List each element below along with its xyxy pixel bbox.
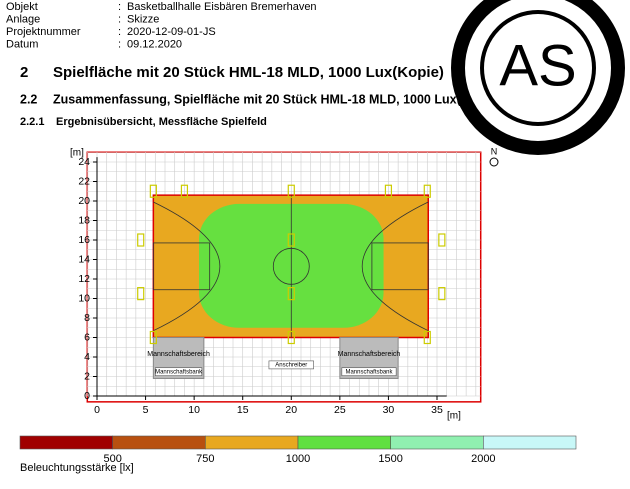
y-tick-label: 2 bbox=[84, 370, 90, 382]
heading-number: 2.2 bbox=[20, 92, 37, 106]
key bbox=[371, 242, 429, 291]
header-separator: : bbox=[118, 1, 121, 13]
logo: AS bbox=[451, 0, 625, 155]
luminaire bbox=[438, 233, 446, 247]
header-separator: : bbox=[118, 26, 121, 38]
legend-label: 750 bbox=[196, 453, 214, 465]
luminaire bbox=[137, 233, 145, 247]
header-value: Skizze bbox=[127, 13, 159, 25]
legend-swatch bbox=[483, 435, 577, 450]
x-tick-label: 20 bbox=[285, 404, 297, 416]
luminaire bbox=[287, 233, 295, 247]
x-unit: [m] bbox=[447, 411, 461, 422]
luminaire bbox=[137, 287, 145, 301]
legend-swatch bbox=[205, 435, 299, 450]
header: Objekt: Basketballhalle Eisbären Bremerha… bbox=[6, 1, 317, 51]
compass bbox=[489, 157, 499, 167]
x-tick-label: 0 bbox=[94, 404, 100, 416]
luminaire bbox=[438, 287, 446, 301]
luminaire bbox=[149, 184, 157, 198]
y-tick-label: 20 bbox=[78, 195, 90, 207]
arc bbox=[361, 201, 429, 332]
luminaire bbox=[287, 184, 295, 198]
heading: Ergebnisübersicht, Messfläche Spielfeld bbox=[56, 116, 267, 128]
legend-label: 2000 bbox=[471, 453, 495, 465]
x-tick-label: 15 bbox=[237, 404, 249, 416]
logo-inner bbox=[480, 10, 596, 126]
header-label: Anlage bbox=[6, 13, 40, 25]
y-tick-label: 10 bbox=[78, 292, 90, 304]
y-tick-label: 12 bbox=[78, 273, 90, 285]
x-tick-label: 5 bbox=[143, 404, 149, 416]
luminaire bbox=[423, 184, 431, 198]
luminaire bbox=[423, 330, 431, 345]
header-separator: : bbox=[118, 13, 121, 25]
bench bbox=[155, 367, 203, 377]
legend-swatch bbox=[297, 435, 391, 450]
legend: 500 750 1000 1500 2000 bbox=[19, 435, 577, 465]
luminaire bbox=[287, 330, 295, 345]
header-label: Projektnummer bbox=[6, 26, 81, 38]
header-value: 2020-12-09-01-JS bbox=[127, 26, 216, 38]
x-tick-label: 25 bbox=[334, 404, 346, 416]
y-tick-label: 6 bbox=[84, 331, 90, 343]
legend-label: 500 bbox=[103, 453, 121, 465]
y-tick-label: 0 bbox=[84, 390, 90, 402]
heading: Zusammenfassung, Spielfläche mit 20 Stüc… bbox=[53, 92, 500, 106]
luminaire bbox=[149, 330, 157, 345]
y-tick-label: 8 bbox=[84, 312, 90, 324]
y-tick-label: 4 bbox=[84, 351, 90, 363]
legend-label: 1500 bbox=[378, 453, 402, 465]
header-value: Basketballhalle Eisbären Bremerhaven bbox=[127, 1, 317, 13]
luminaire bbox=[180, 184, 189, 198]
header-separator: : bbox=[118, 38, 121, 50]
court-circle bbox=[272, 247, 310, 285]
heading: Spielfläche mit 20 Stück HML-18 MLD, 100… bbox=[53, 64, 444, 81]
y-tick-label: 16 bbox=[78, 234, 90, 246]
plan: Mannschaftsbereich Mannschaftsbank Mannsch… bbox=[70, 146, 499, 422]
bench bbox=[341, 367, 397, 377]
bench-label: Mannschaftsbank bbox=[155, 369, 203, 375]
legend-label: 1000 bbox=[286, 453, 310, 465]
team-area-label: Mannschaftsbereich bbox=[147, 351, 210, 358]
logo-text: AS bbox=[499, 33, 576, 98]
key bbox=[152, 242, 211, 291]
header-value: 09.12.2020 bbox=[127, 38, 182, 50]
legend-caption: Beleuchtungsstärke [lx] bbox=[20, 462, 134, 474]
scorer-label: Anschreiber bbox=[275, 362, 307, 368]
header-label: Datum bbox=[6, 38, 38, 50]
heading-number: 2 bbox=[20, 64, 28, 81]
y-unit: [m] bbox=[70, 148, 84, 159]
x-tick-label: 35 bbox=[431, 404, 443, 416]
north: N bbox=[491, 146, 498, 156]
team-area-label: Mannschaftsbereich bbox=[338, 351, 401, 358]
legend-swatch bbox=[19, 435, 113, 450]
legend-swatch bbox=[390, 435, 484, 450]
x-tick-label: 30 bbox=[383, 404, 395, 416]
luminaire bbox=[384, 184, 393, 198]
header-label: Objekt bbox=[6, 1, 38, 13]
x-tick-label: 10 bbox=[188, 404, 200, 416]
y-tick-label: 18 bbox=[78, 214, 90, 226]
heading-number: 2.2.1 bbox=[20, 116, 44, 128]
y-tick-label: 22 bbox=[78, 175, 90, 187]
y-tick-label: 14 bbox=[78, 253, 90, 265]
arc bbox=[153, 201, 221, 332]
legend-swatch bbox=[112, 435, 206, 450]
bench-label: Mannschaftsbank bbox=[345, 369, 393, 375]
scorer bbox=[268, 360, 314, 370]
y-tick-label: 24 bbox=[78, 156, 90, 168]
luminaire bbox=[287, 287, 295, 301]
